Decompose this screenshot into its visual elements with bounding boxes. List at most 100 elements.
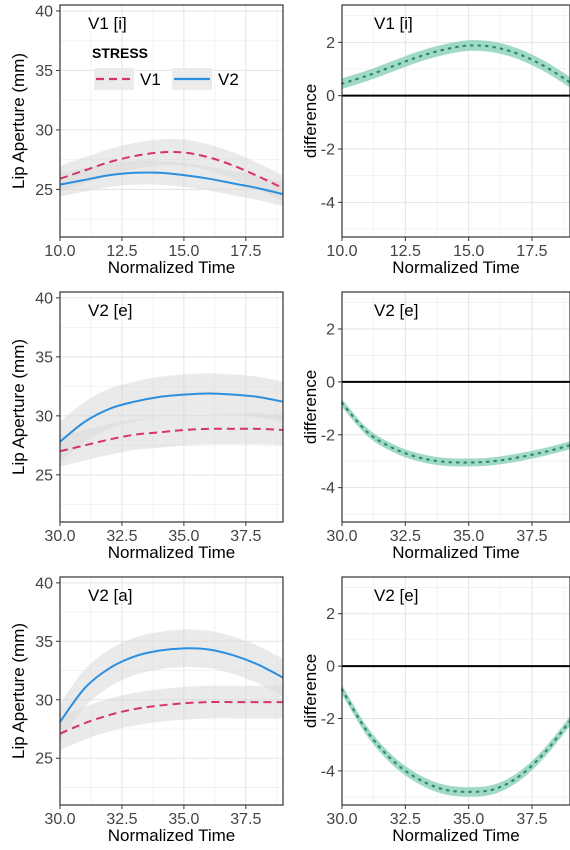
legend-label-v2: V2 (218, 70, 239, 89)
x-tick-label: 32.5 (390, 528, 421, 545)
panel-title: V1 [i] (88, 14, 127, 33)
confidence-band-v2 (60, 629, 283, 741)
x-tick-label: 15.0 (168, 243, 199, 260)
confidence-band-v2 (60, 373, 283, 462)
x-tick-label: 35.0 (453, 528, 484, 545)
panel-title: V2 [e] (374, 301, 418, 320)
y-tick-label: 30 (35, 692, 53, 709)
x-axis-label: Normalized Time (108, 826, 236, 845)
x-tick-label: 37.5 (230, 528, 261, 545)
confidence-band-v1 (60, 413, 283, 467)
y-tick-label: -4 (321, 480, 335, 497)
panel-border (341, 291, 570, 523)
panel-6: 30.0 32.5 35.0 37.5 2 0 -2 -4 V2 [e] Normalized T… (301, 576, 570, 845)
panel-1: 10.0 12.5 15.0 17.5 25 30 35 40 V1 [i] Normalized… (9, 3, 284, 277)
series-line-v1 (59, 151, 284, 190)
series-line-v1 (59, 427, 284, 453)
x-axis-label: Normalized Time (392, 826, 520, 845)
y-tick-label: 0 (326, 88, 335, 105)
x-tick-label: 12.5 (390, 243, 421, 260)
series-line-v2 (59, 392, 284, 443)
x-axis-label: Normalized Time (392, 258, 520, 277)
y-tick-label: -4 (321, 195, 335, 212)
confidence-band (342, 684, 570, 797)
x-tick-label: 32.5 (106, 528, 137, 545)
x-tick-label: 17.5 (230, 243, 261, 260)
x-tick-label: 10.0 (326, 243, 357, 260)
difference-line (340, 401, 570, 464)
y-tick-label: 25 (35, 182, 53, 199)
y-tick-label: 25 (35, 751, 53, 768)
x-tick-label: 17.5 (516, 243, 547, 260)
x-tick-label: 37.5 (230, 811, 261, 828)
x-axis-label: Normalized Time (392, 543, 520, 562)
y-axis-label: Lip Aperture (mm) (9, 53, 28, 189)
panel-title: V2 [a] (88, 586, 132, 605)
panel-3: 30.0 32.5 35.0 37.5 25 30 35 40 V2 [e] Normalized… (9, 290, 284, 562)
y-tick-label: 40 (35, 3, 53, 20)
panel-4: 30.0 32.5 35.0 37.5 2 0 -2 -4 V2 [e] Normalized T… (301, 291, 570, 562)
series-line-v2 (59, 647, 284, 723)
x-tick-label: 37.5 (516, 811, 547, 828)
x-axis-label: Normalized Time (108, 543, 236, 562)
y-tick-label: 35 (35, 634, 53, 651)
confidence-band (342, 399, 570, 467)
panel-border (59, 291, 284, 523)
y-tick-label: -2 (321, 711, 335, 728)
confidence-band-v2 (60, 160, 283, 207)
y-axis-label: difference (301, 84, 320, 158)
y-tick-label: -4 (321, 763, 335, 780)
x-tick-label: 12.5 (106, 243, 137, 260)
x-tick-label: 30.0 (44, 528, 75, 545)
y-tick-label: 30 (35, 408, 53, 425)
x-tick-label: 10.0 (44, 243, 75, 260)
y-axis-label: Lip Aperture (mm) (9, 623, 28, 759)
legend: STRESS V1 V2 (92, 45, 239, 90)
panel-title: V2 [e] (374, 586, 418, 605)
y-tick-label: -2 (321, 142, 335, 159)
series-line-v2 (59, 171, 284, 196)
panel-2: 10.0 12.5 15.0 17.5 2 0 -2 -4 V1 [i] Normalized T… (301, 4, 570, 277)
x-tick-label: 30.0 (44, 811, 75, 828)
confidence-band-v1 (60, 138, 283, 202)
x-tick-label: 15.0 (453, 243, 484, 260)
legend-title: STRESS (92, 45, 148, 61)
y-tick-label: 2 (326, 606, 335, 623)
y-tick-label: 0 (326, 659, 335, 676)
panel-title: V1 [i] (374, 14, 413, 33)
x-tick-label: 35.0 (168, 528, 199, 545)
panel-border (341, 4, 570, 238)
legend-label-v1: V1 (140, 70, 161, 89)
panel-border (59, 4, 284, 238)
x-tick-label: 32.5 (390, 811, 421, 828)
y-tick-label: 35 (35, 63, 53, 80)
y-tick-label: 40 (35, 575, 53, 592)
x-tick-label: 35.0 (168, 811, 199, 828)
x-tick-label: 37.5 (516, 528, 547, 545)
x-tick-label: 30.0 (326, 528, 357, 545)
confidence-band (342, 40, 570, 89)
y-axis-label: difference (301, 654, 320, 728)
panel-border (341, 576, 570, 806)
x-axis-label: Normalized Time (108, 258, 236, 277)
y-tick-label: -2 (321, 427, 335, 444)
panel-5: 30.0 32.5 35.0 37.5 25 30 35 40 V2 [a] Normalized… (9, 575, 284, 845)
x-tick-label: 35.0 (453, 811, 484, 828)
y-axis-label: Lip Aperture (mm) (9, 339, 28, 475)
y-tick-label: 40 (35, 290, 53, 307)
y-tick-label: 30 (35, 122, 53, 139)
panel-border (59, 576, 284, 806)
y-tick-label: 2 (326, 322, 335, 339)
x-tick-label: 30.0 (326, 811, 357, 828)
y-axis-label: difference (301, 370, 320, 444)
y-tick-label: 35 (35, 349, 53, 366)
y-tick-label: 2 (326, 35, 335, 52)
panel-title: V2 [e] (88, 301, 132, 320)
series-line-v1 (59, 701, 283, 735)
x-tick-label: 32.5 (106, 811, 137, 828)
difference-line (340, 44, 570, 85)
y-tick-label: 0 (326, 374, 335, 391)
difference-line (340, 688, 570, 794)
y-tick-label: 25 (35, 467, 53, 484)
